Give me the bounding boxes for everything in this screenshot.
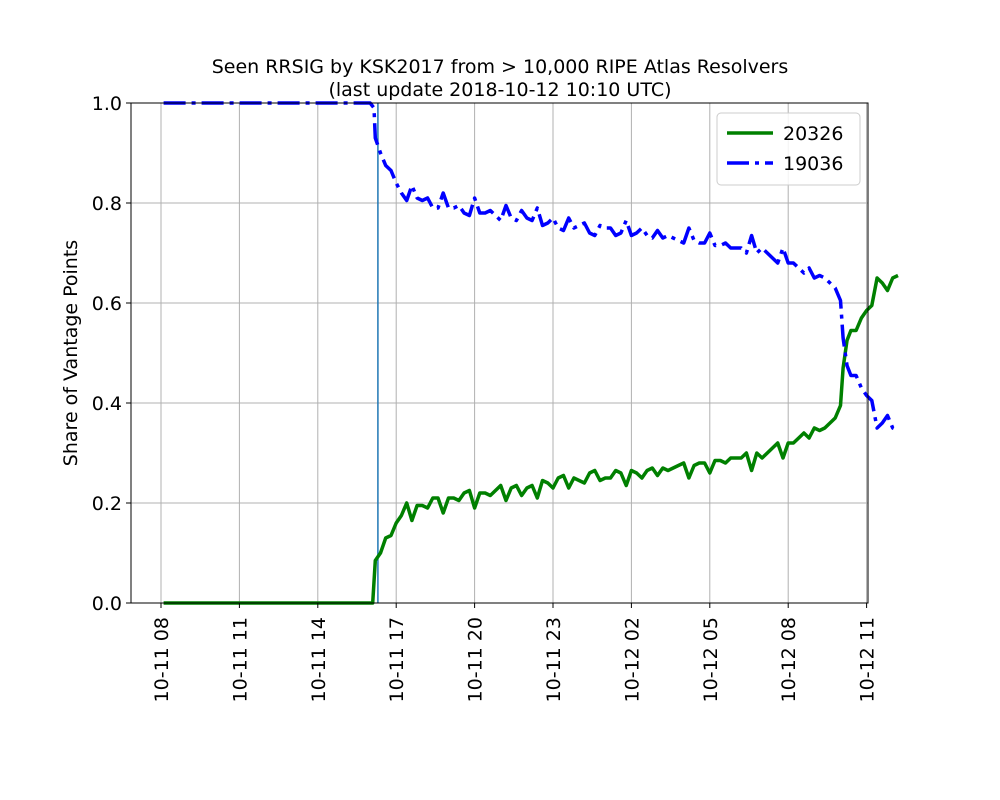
x-tick-label: 10-12 08 [778, 617, 800, 702]
x-tick-label: 10-11 14 [308, 617, 330, 702]
y-tick-label: 1.0 [92, 93, 122, 115]
y-tick-label: 0.8 [92, 193, 122, 215]
x-tick-label: 10-12 02 [621, 617, 643, 702]
x-tick-label: 10-11 20 [465, 617, 487, 702]
series-line-20326 [163, 273, 899, 605]
legend-label: 19036 [783, 153, 843, 175]
axes: 10-11 08 10-11 11 10-11 14 10-11 17 10-11 20… [92, 93, 879, 702]
chart-title: Seen RRSIG by KSK2017 from > 10,000 RIPE… [212, 56, 789, 78]
axes-frame [130, 102, 869, 604]
y-axis-label: Share of Vantage Points [60, 240, 82, 466]
series-line-19036 [163, 101, 899, 433]
y-tick-label: 0.2 [92, 493, 122, 515]
plot-area [163, 101, 899, 605]
x-tick-label: 10-11 11 [229, 617, 251, 702]
y-tick-label: 0.4 [92, 393, 122, 415]
legend: 20326 19036 [716, 112, 861, 186]
x-tick-label: 10-11 23 [543, 617, 565, 702]
y-tick-label: 0.6 [92, 293, 122, 315]
x-tick-label: 10-11 17 [386, 617, 408, 702]
legend-box [716, 112, 861, 186]
chart-subtitle: (last update 2018-10-12 10:10 UTC) [328, 79, 671, 101]
x-tick-label: 10-11 08 [151, 617, 173, 702]
y-tick-label: 0.0 [92, 593, 122, 615]
legend-label: 20326 [783, 123, 843, 145]
x-tick-label: 10-12 05 [700, 617, 722, 702]
x-tick-label: 10-12 11 [857, 617, 879, 702]
